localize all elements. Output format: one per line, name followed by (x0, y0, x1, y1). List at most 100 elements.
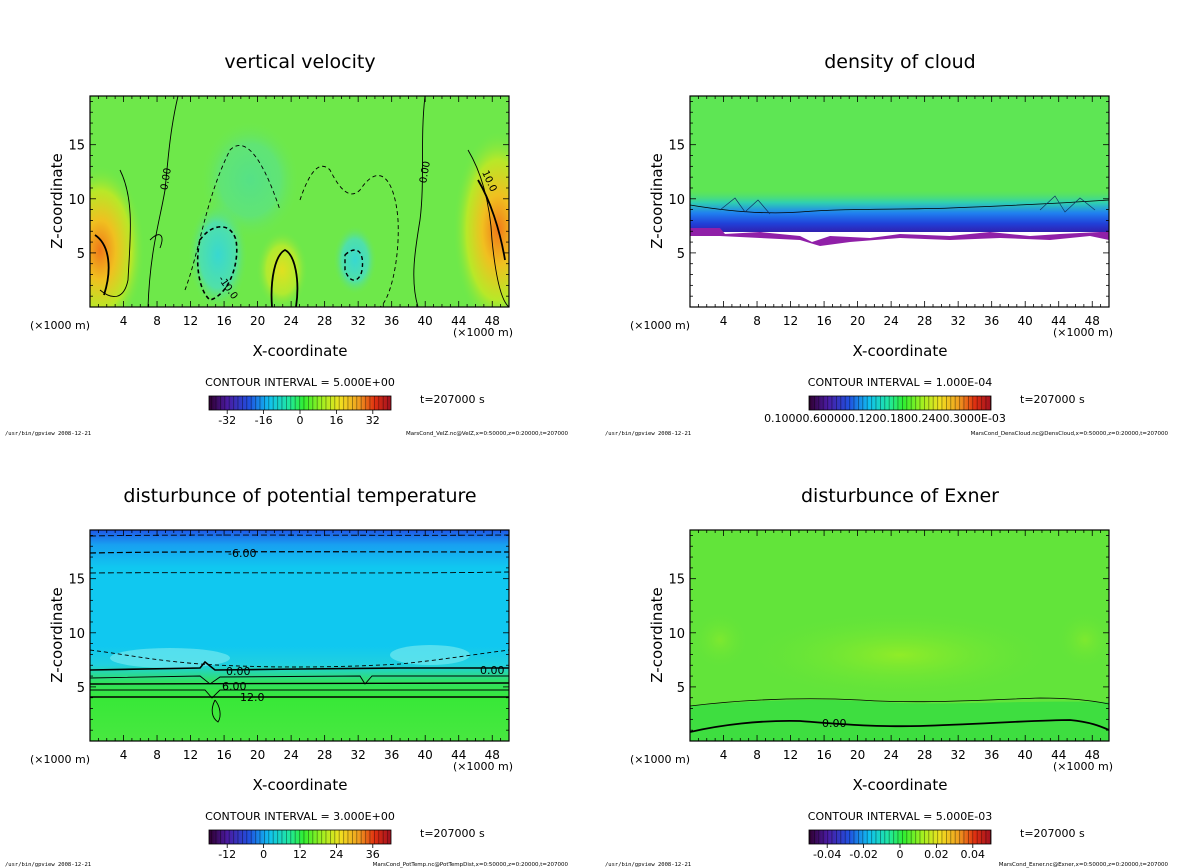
x-tick-label: 4 (120, 748, 128, 762)
x-ticks: 4 8 12 16 20 24 28 32 36 40 44 48 (89, 530, 510, 762)
colorbar (808, 395, 992, 411)
x-axis-label: X-coordinate (853, 776, 948, 794)
y-ticks: 5 10 15 (668, 535, 1109, 742)
y-ticks: 5 10 15 (68, 101, 509, 308)
colorbar-tick-label: 32 (366, 414, 380, 427)
chart-title: vertical velocity (224, 51, 375, 73)
footer-left: /usr/bin/gpview 2008-12-21 (605, 431, 691, 437)
contour-label: 6.00 (222, 680, 247, 693)
colorbar-frame (808, 395, 992, 411)
warm-region-center (256, 230, 308, 307)
chart-title: disturbunce of Exner (801, 485, 999, 507)
chart-title: disturbunce of potential temperature (123, 485, 476, 507)
time-label: t=207000 s (1020, 827, 1085, 840)
x-tick-label: 20 (250, 314, 265, 328)
chart-title: density of cloud (824, 51, 976, 73)
bright-region (740, 610, 1060, 700)
x-axis-label: X-coordinate (253, 342, 348, 360)
x-tick-label: 12 (783, 748, 798, 762)
x-tick-label: 24 (283, 314, 298, 328)
x-tick-label: 28 (317, 748, 332, 762)
light-patch-right (390, 645, 470, 665)
colorbar (208, 395, 392, 411)
colorbar-tick-label: 0 (260, 848, 267, 861)
contour-interval: CONTOUR INTERVAL = 3.000E+00 (205, 810, 395, 823)
colorbar-tick-label: 24 (329, 848, 343, 861)
x-ticks: 4 8 12 16 20 24 28 32 36 40 44 48 (689, 530, 1110, 762)
x-tick-label: 40 (1018, 748, 1033, 762)
lower-field (690, 699, 1109, 741)
x-unit-right: (×1000 m) (1053, 326, 1113, 339)
x-tick-label: 28 (917, 314, 932, 328)
colorbar-tick-label: -16 (255, 414, 273, 427)
x-unit-left: (×1000 m) (630, 319, 690, 332)
x-tick-label: 32 (351, 748, 366, 762)
plot-area: 0.00 0.00 10.0 -10.0 (90, 96, 509, 307)
contour-interval: CONTOUR INTERVAL = 1.000E-04 (808, 376, 992, 389)
x-axis-label: X-coordinate (853, 342, 948, 360)
colorbar-tick-label: 0 (897, 848, 904, 861)
x-tick-label: 48 (485, 314, 500, 328)
bright-region-small (1055, 610, 1109, 670)
contour-label: 0.00 (226, 665, 251, 678)
cold-region-2 (333, 225, 377, 295)
contour-labels: 0.00 (822, 717, 847, 730)
time-label: t=207000 s (420, 827, 485, 840)
x-tick-label: 48 (1085, 748, 1100, 762)
contour-lines (90, 534, 509, 723)
colorbar-tick-label: -32 (218, 414, 236, 427)
cloud-base (690, 228, 1109, 246)
x-tick-label: 48 (485, 748, 500, 762)
y-tick-label: 10 (668, 193, 685, 208)
y-axis-label: Z-coordinate (48, 153, 66, 248)
x-tick-label: 32 (951, 748, 966, 762)
y-tick-label: 15 (668, 573, 685, 588)
colorbar-tick-label: 12 (293, 848, 307, 861)
contour-label: 0.00 (822, 717, 847, 730)
y-tick-label: 15 (68, 573, 85, 588)
y-tick-label: 10 (68, 627, 85, 642)
colorbar-tick-label: 0.10000.600000.1200.1800.2400.3000E-03 (764, 412, 1006, 425)
contour-interval: CONTOUR INTERVAL = 5.000E-03 (808, 810, 992, 823)
footer-right: MarsCond_DensCloud.nc@DensCloud,x=0:5000… (971, 431, 1169, 437)
x-tick-label: 40 (418, 748, 433, 762)
x-ticks: 4 8 12 16 20 24 28 32 36 40 44 48 (89, 96, 510, 328)
x-tick-label: 28 (917, 748, 932, 762)
x-tick-label: 16 (816, 314, 831, 328)
contour-label: -6.00 (228, 547, 256, 560)
contour-labels: -6.00 0.00 6.00 12.0 0.00 (222, 547, 505, 704)
x-tick-label: 44 (451, 748, 466, 762)
contour-interval: CONTOUR INTERVAL = 5.000E+00 (205, 376, 395, 389)
panel-density-of-cloud: density of cloud 4 8 12 16 20 24 28 32 36 40 44 48 … (605, 51, 1168, 437)
x-tick-label: 16 (216, 748, 231, 762)
y-tick-label: 10 (68, 193, 85, 208)
x-tick-label: 36 (384, 748, 399, 762)
x-tick-label: 8 (153, 314, 161, 328)
contour-lines (690, 199, 1109, 214)
x-tick-label: 4 (720, 314, 728, 328)
x-tick-label: 36 (384, 314, 399, 328)
plot-area: 0.00 (690, 530, 1109, 741)
y-tick-label: 5 (677, 247, 685, 262)
field-background (90, 530, 509, 741)
x-tick-label: 20 (850, 314, 865, 328)
field-upper (690, 96, 1109, 206)
warm-region-left (90, 165, 145, 307)
y-ticks: 5 10 15 (668, 101, 1109, 308)
x-tick-label: 20 (850, 748, 865, 762)
x-tick-label: 16 (216, 314, 231, 328)
x-tick-label: 32 (951, 314, 966, 328)
x-tick-label: 36 (984, 748, 999, 762)
x-tick-label: 4 (120, 314, 128, 328)
time-label: t=207000 s (420, 393, 485, 406)
contour-label: 0.00 (418, 160, 433, 184)
colorbar-tick-label: -0.04 (813, 848, 841, 861)
colorbar-bands (209, 396, 391, 410)
x-tick-label: 32 (351, 314, 366, 328)
y-tick-label: 15 (668, 139, 685, 154)
time-label: t=207000 s (1020, 393, 1085, 406)
x-tick-label: 48 (1085, 314, 1100, 328)
y-tick-label: 5 (77, 247, 85, 262)
cloud-band (690, 190, 1109, 232)
